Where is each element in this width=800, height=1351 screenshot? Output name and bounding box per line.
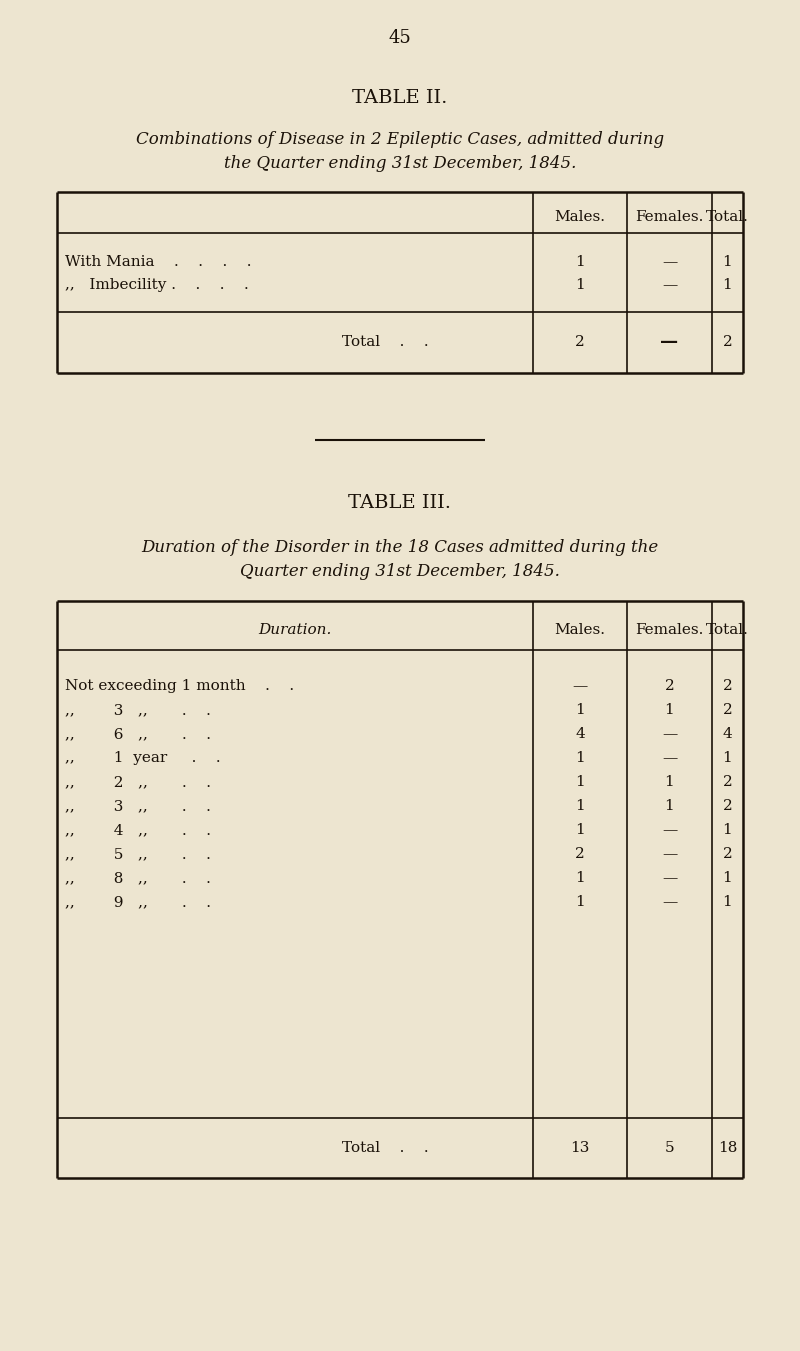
Text: Total    .    .: Total . . [342, 335, 428, 349]
Text: 1: 1 [722, 871, 732, 885]
Text: Females.: Females. [635, 209, 704, 224]
Text: ,,        9   ,,       .    .: ,, 9 ,, . . [65, 894, 211, 909]
Text: —: — [662, 278, 677, 292]
Text: Duration.: Duration. [258, 623, 332, 638]
Text: 2: 2 [722, 847, 732, 861]
Text: ,,        6   ,,       .    .: ,, 6 ,, . . [65, 727, 211, 740]
Text: 13: 13 [570, 1142, 590, 1155]
Text: 4: 4 [575, 727, 585, 740]
Text: 5: 5 [665, 1142, 674, 1155]
Text: Males.: Males. [554, 623, 606, 638]
Text: 1: 1 [722, 894, 732, 909]
Text: 1: 1 [575, 894, 585, 909]
Text: 45: 45 [389, 28, 411, 47]
Text: 2: 2 [575, 335, 585, 349]
Text: ,,   Imbecility .    .    .    .: ,, Imbecility . . . . [65, 278, 249, 292]
Text: 1: 1 [665, 703, 674, 717]
Text: 1: 1 [722, 255, 732, 269]
Text: 2: 2 [575, 847, 585, 861]
Text: ,,        1  year     .    .: ,, 1 year . . [65, 751, 221, 765]
Text: —: — [662, 847, 677, 861]
Text: Quarter ending 31st December, 1845.: Quarter ending 31st December, 1845. [240, 562, 560, 580]
Text: Combinations of Disease in 2 Epileptic Cases, admitted during: Combinations of Disease in 2 Epileptic C… [136, 131, 664, 149]
Text: the Quarter ending 31st December, 1845.: the Quarter ending 31st December, 1845. [224, 154, 576, 172]
Text: —: — [572, 680, 588, 693]
Text: —: — [662, 751, 677, 765]
Text: Total.: Total. [706, 209, 749, 224]
Text: ,,        2   ,,       .    .: ,, 2 ,, . . [65, 775, 211, 789]
Text: —: — [662, 727, 677, 740]
Text: 1: 1 [575, 278, 585, 292]
Text: 1: 1 [575, 751, 585, 765]
Text: TABLE III.: TABLE III. [349, 494, 451, 512]
Text: 2: 2 [665, 680, 674, 693]
Text: 2: 2 [722, 798, 732, 813]
Text: 1: 1 [722, 278, 732, 292]
Text: Total.: Total. [706, 623, 749, 638]
Text: 1: 1 [665, 775, 674, 789]
Text: 1: 1 [575, 775, 585, 789]
Text: —: — [662, 823, 677, 838]
Text: Total    .    .: Total . . [342, 1142, 428, 1155]
Text: 1: 1 [575, 703, 585, 717]
Text: Duration of the Disorder in the 18 Cases admitted during the: Duration of the Disorder in the 18 Cases… [142, 539, 658, 557]
Text: 1: 1 [722, 751, 732, 765]
Text: ,,        4   ,,       .    .: ,, 4 ,, . . [65, 823, 211, 838]
Text: Not exceeding 1 month    .    .: Not exceeding 1 month . . [65, 680, 294, 693]
Text: 2: 2 [722, 703, 732, 717]
Text: —: — [661, 332, 678, 351]
Text: 1: 1 [575, 255, 585, 269]
Text: With Mania    .    .    .    .: With Mania . . . . [65, 255, 251, 269]
Text: —: — [662, 871, 677, 885]
Text: 1: 1 [575, 871, 585, 885]
Text: 2: 2 [722, 775, 732, 789]
Text: ,,        3   ,,       .    .: ,, 3 ,, . . [65, 703, 211, 717]
Text: 4: 4 [722, 727, 732, 740]
Text: Males.: Males. [554, 209, 606, 224]
Text: 18: 18 [718, 1142, 737, 1155]
Text: Females.: Females. [635, 623, 704, 638]
Text: —: — [662, 894, 677, 909]
Text: 1: 1 [575, 798, 585, 813]
Text: ,,        5   ,,       .    .: ,, 5 ,, . . [65, 847, 211, 861]
Text: ,,        3   ,,       .    .: ,, 3 ,, . . [65, 798, 211, 813]
Text: TABLE II.: TABLE II. [352, 89, 448, 107]
Text: 1: 1 [665, 798, 674, 813]
Text: 1: 1 [722, 823, 732, 838]
Text: ,,        8   ,,       .    .: ,, 8 ,, . . [65, 871, 211, 885]
Text: 2: 2 [722, 680, 732, 693]
Text: 2: 2 [722, 335, 732, 349]
Text: —: — [662, 255, 677, 269]
Text: 1: 1 [575, 823, 585, 838]
